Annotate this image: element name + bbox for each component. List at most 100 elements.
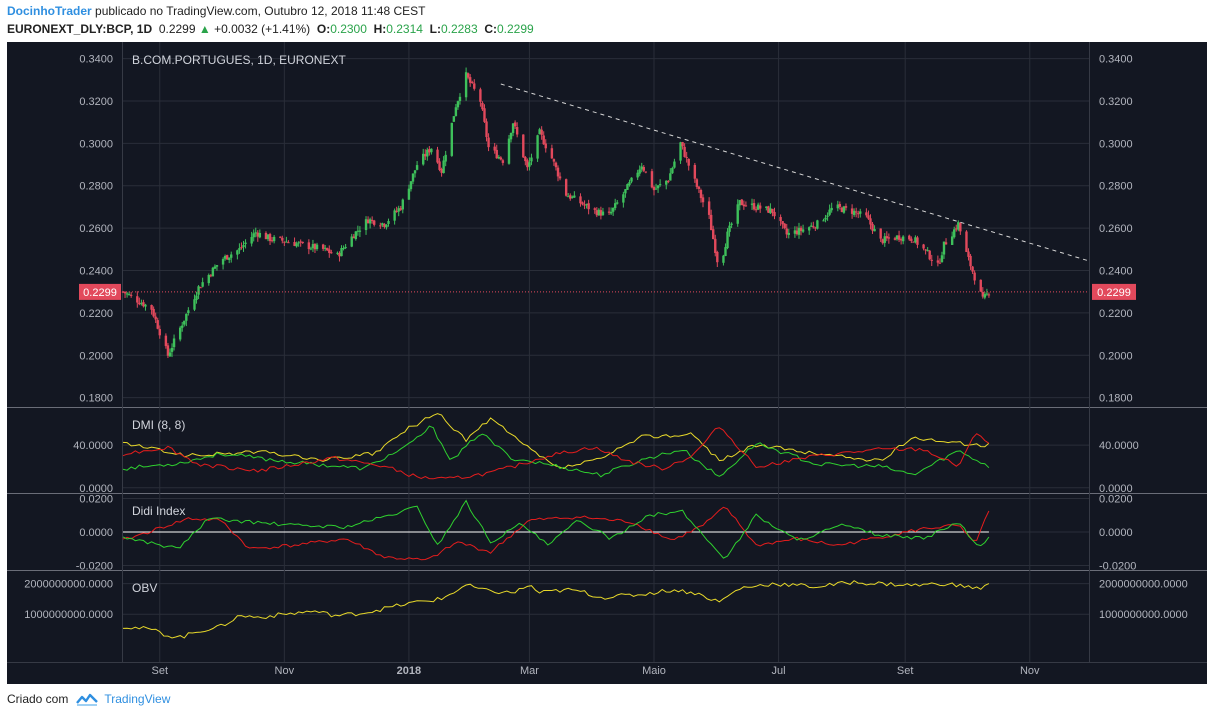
- obv-axis-label-right: 1000000000.0000: [1099, 609, 1188, 621]
- candle-down: [522, 134, 525, 158]
- author-link[interactable]: DocinhoTrader: [7, 4, 92, 18]
- candle-down: [129, 294, 133, 296]
- candle-up: [350, 236, 353, 247]
- candle-down: [499, 157, 503, 160]
- candle-down: [595, 210, 599, 216]
- candle-down: [481, 102, 484, 110]
- candle-up: [654, 188, 658, 190]
- candle-down: [744, 205, 748, 207]
- candle-down: [468, 77, 472, 83]
- created-with-text: Criado com: [7, 692, 69, 706]
- chart-svg[interactable]: Set Nov 2018 Mar Maio Jul Set Nov 0.3400 0.3400 0.…: [7, 42, 1207, 684]
- candle-down: [373, 220, 376, 225]
- candle-down: [879, 228, 882, 239]
- candle-up: [730, 223, 733, 225]
- candle-down: [930, 259, 933, 261]
- candle-up: [172, 338, 176, 348]
- open-value: 0.2300: [330, 22, 367, 36]
- price-axis-label-right: 0.2800: [1099, 181, 1133, 193]
- candle-up: [407, 188, 411, 200]
- chart-area[interactable]: Set Nov 2018 Mar Maio Jul Set Nov 0.3400 0.3400 0.…: [7, 42, 1207, 684]
- candle-up: [750, 203, 754, 205]
- candle-up: [511, 123, 515, 133]
- candle-up: [181, 325, 184, 328]
- candle-down: [893, 238, 897, 240]
- candle-down: [383, 223, 386, 227]
- candle-down: [899, 239, 903, 241]
- candle-up: [585, 204, 588, 206]
- symbol-header: EURONEXT_DLY:BCP, 1D 0.2299 ▲ +0.0032 (+…: [7, 22, 534, 36]
- candle-down: [542, 135, 545, 145]
- candle-up: [422, 153, 425, 165]
- candle-down: [326, 248, 329, 251]
- candle-up: [822, 220, 825, 222]
- price-axis-label-left: 0.1800: [79, 393, 113, 405]
- candle-down: [138, 302, 141, 305]
- candle-up: [957, 222, 960, 230]
- candle-up: [873, 229, 876, 232]
- candle-down: [714, 238, 717, 253]
- candle-up: [415, 165, 419, 170]
- candle-down: [854, 211, 858, 213]
- last-price: 0.2299: [158, 22, 196, 36]
- candle-down: [607, 211, 611, 213]
- candle-down: [687, 158, 690, 166]
- candle-up: [836, 204, 839, 209]
- tradingview-link[interactable]: TradingView: [104, 692, 171, 706]
- candle-up: [738, 200, 741, 206]
- price-axis-label-left: 0.3000: [79, 138, 113, 150]
- candle-up: [144, 304, 147, 307]
- close-label: C:: [484, 22, 497, 36]
- candle-up: [756, 204, 760, 210]
- candle-up: [671, 167, 674, 174]
- candle-down: [967, 251, 970, 257]
- candle-up: [266, 234, 270, 240]
- candle-up: [258, 232, 262, 238]
- candle-down: [593, 208, 596, 210]
- publish-header: DocinhoTrader publicado no TradingView.c…: [7, 4, 425, 18]
- candle-up: [464, 72, 468, 98]
- candle-up: [221, 259, 225, 265]
- candle-down: [268, 234, 272, 242]
- candle-up: [385, 224, 388, 228]
- candle-up: [679, 142, 682, 161]
- candle-down: [871, 223, 874, 231]
- candle-down: [330, 252, 333, 254]
- didi-line-red: [122, 506, 990, 561]
- candle-down: [526, 160, 529, 168]
- dmi-axis-label-right: 40.0000: [1099, 440, 1139, 452]
- candle-down: [699, 189, 703, 199]
- candle-down: [123, 291, 127, 294]
- didi-axis-label-right: 0.0000: [1099, 527, 1133, 539]
- candle-down: [352, 236, 355, 239]
- price-axis-label-left: 0.2000: [79, 350, 113, 362]
- candle-up: [381, 223, 384, 226]
- candle-down: [981, 292, 985, 297]
- candle-up: [895, 235, 899, 240]
- low-value: 0.2283: [440, 22, 478, 36]
- candle-down: [587, 203, 590, 210]
- candle-up: [630, 177, 633, 182]
- candle-down: [338, 253, 341, 257]
- candle-down: [916, 237, 919, 245]
- candle-up: [244, 242, 247, 245]
- candle-down: [685, 156, 688, 158]
- candle-up: [223, 255, 227, 259]
- candle-up: [656, 185, 660, 189]
- didi-axis-label-left: 0.0000: [79, 527, 113, 539]
- candle-down: [938, 262, 942, 264]
- candle-down: [683, 146, 686, 157]
- candle-up: [824, 217, 827, 220]
- candle-up: [456, 101, 460, 108]
- candle-down: [199, 287, 202, 289]
- candle-up: [323, 247, 327, 249]
- price-axis-label-left: 0.2800: [79, 181, 113, 193]
- candle-down: [154, 316, 157, 320]
- candle-up: [940, 255, 944, 263]
- candle-up: [728, 225, 731, 232]
- candle-up: [826, 215, 829, 217]
- candle-down: [969, 255, 972, 267]
- candle-down: [493, 146, 496, 151]
- candle-down: [483, 108, 486, 122]
- candle-down: [838, 203, 842, 207]
